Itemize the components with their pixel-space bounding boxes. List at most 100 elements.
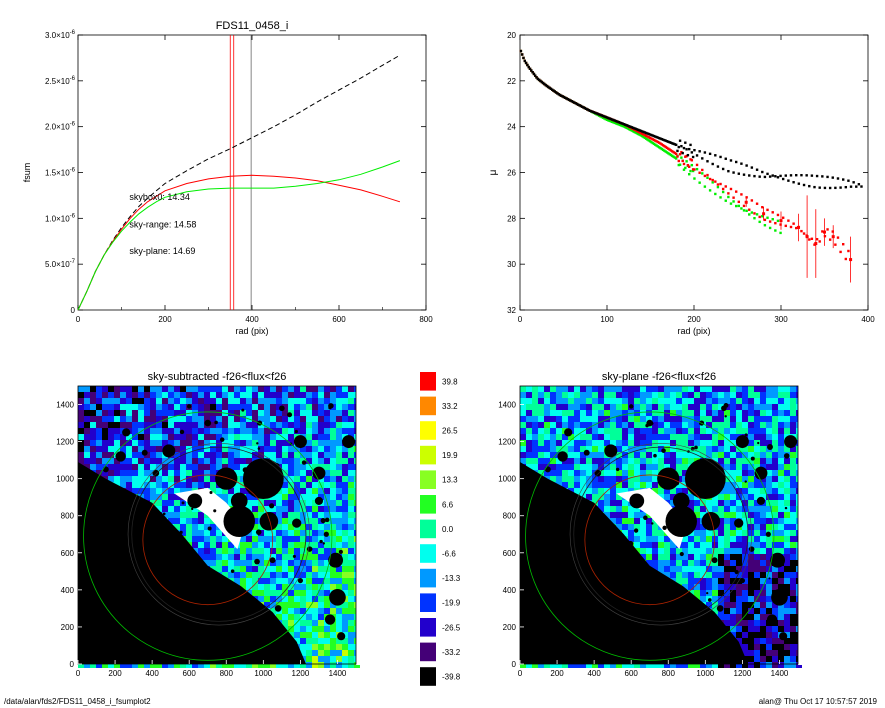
sky-plane-pixel: [730, 554, 736, 560]
sky-subtracted-pixel: [90, 422, 96, 428]
sky-subtracted-pixel: [336, 386, 342, 392]
mu-point: [682, 168, 686, 171]
sky-subtracted-pixel: [210, 542, 216, 548]
sky-subtracted-pixel: [270, 392, 276, 398]
sky-subtracted-pixel: [78, 428, 84, 434]
sky-subtracted-pixel: [84, 404, 90, 410]
sky-subtracted-pixel: [276, 578, 282, 584]
sky-plane-pixel: [664, 452, 670, 458]
sky-plane-pixel: [766, 488, 772, 494]
sky-subtracted-pixel: [186, 386, 192, 392]
sky-plane-pixel: [658, 452, 664, 458]
sky-subtracted-pixel: [306, 392, 312, 398]
sky-plane-pixel: [598, 428, 604, 434]
sky-plane-pixel: [586, 416, 592, 422]
sky-subtracted-pixel: [156, 398, 162, 404]
sky-subtracted-pixel: [186, 398, 192, 404]
sky-plane-pixel: [658, 554, 664, 560]
mu-point: [823, 230, 826, 234]
sky-subtracted-pixel: [306, 434, 312, 440]
sky-subtracted-pixel: [120, 422, 126, 428]
sky-subtracted-pixel: [180, 470, 186, 476]
sky-plane-pixel: [712, 386, 718, 392]
sky-plane-pixel: [586, 428, 592, 434]
sky-subtracted-small-mask: [320, 518, 326, 524]
sky-plane-pixel: [772, 470, 778, 476]
sky-plane-pixel: [784, 614, 790, 620]
sky-plane-pixel: [742, 476, 748, 482]
sky-subtracted-small-mask: [269, 503, 275, 509]
sky-plane-pixel: [754, 602, 760, 608]
sky-subtracted-pixel: [150, 500, 156, 506]
sky-subtracted-pixel: [348, 392, 354, 398]
mu-point: [629, 125, 632, 128]
sky-plane-pixel: [772, 566, 778, 572]
sky-subtracted-pixel: [312, 506, 318, 512]
sky-plane-pixel: [742, 410, 748, 416]
sky-subtracted-pixel: [312, 494, 318, 500]
mu-point: [792, 222, 795, 225]
sky-subtracted-pixel: [348, 422, 354, 428]
sky-subtracted-pixel: [132, 464, 138, 470]
sky-subtracted-pixel: [282, 494, 288, 500]
mu-point: [626, 124, 630, 127]
sky-plane-pixel: [724, 464, 730, 470]
mu-point: [688, 173, 691, 176]
sky-subtracted-pixel: [294, 446, 300, 452]
mu-point: [711, 181, 714, 184]
sky-plane-pixel: [682, 446, 688, 452]
sky-plane-pixel: [670, 542, 676, 548]
sky-subtracted-pixel: [270, 386, 276, 392]
sky-plane-pixel: [724, 482, 730, 488]
sky-subtracted-pixel: [330, 548, 336, 554]
sky-plane-pixel: [634, 422, 640, 428]
sky-plane-pixel: [790, 416, 796, 422]
sky-plane-pixel: [754, 512, 760, 518]
sky-plane-pixel: [616, 458, 622, 464]
sky-plane-pixel: [736, 500, 742, 506]
sky-subtracted-pixel: [228, 398, 234, 404]
sky-subtracted-pixel: [198, 422, 204, 428]
sky-subtracted-pixel: [168, 410, 174, 416]
sky-subtracted-pixel: [198, 524, 204, 530]
mu-point: [663, 149, 666, 152]
sky-plane-pixel: [544, 398, 550, 404]
sky-subtracted-pixel: [144, 386, 150, 392]
sky-plane-pixel: [772, 434, 778, 440]
mu-point: [665, 140, 669, 143]
sky-subtracted-pixel: [216, 536, 222, 542]
sky-subtracted-pixel: [312, 392, 318, 398]
sky-subtracted-pixel: [204, 446, 210, 452]
sky-plane-pixel: [652, 398, 658, 404]
sky-subtracted-pixel: [294, 602, 300, 608]
sky-plane-pixel: [688, 500, 694, 506]
mu-point: [665, 146, 669, 150]
sky-subtracted-pixel: [240, 410, 246, 416]
sky-subtracted-pixel: [312, 428, 318, 434]
sky-subtracted-pixel: [270, 398, 276, 404]
sky-subtracted-aperture-black: [131, 446, 307, 622]
mu-point: [689, 143, 692, 147]
sky-subtracted-pixel: [336, 428, 342, 434]
sky-subtracted-pixel: [222, 494, 228, 500]
sky-subtracted-pixel: [264, 554, 270, 560]
mu-point: [609, 117, 613, 121]
sky-plane-pixel: [646, 416, 652, 422]
sky-plane-pixel: [646, 548, 652, 554]
sky-plane-pixel: [676, 452, 682, 458]
sky-plane-pixel: [778, 620, 784, 626]
sky-subtracted-pixel: [270, 428, 276, 434]
sky-plane-pixel: [748, 398, 754, 404]
sky-subtracted-pixel: [306, 644, 312, 650]
sky-subtracted-pixel: [312, 410, 318, 416]
sky-subtracted-pixel: [228, 554, 234, 560]
sky-subtracted-pixel: [348, 644, 354, 650]
sky-plane-pixel: [574, 482, 580, 488]
sky-plane-pixel: [754, 608, 760, 614]
sky-plane-pixel: [766, 416, 772, 422]
mu-point: [844, 185, 848, 189]
mu-point: [680, 150, 683, 154]
sky-subtracted-pixel: [228, 434, 234, 440]
sky-subtracted-star-mask: [324, 614, 336, 625]
sky-subtracted-pixel: [168, 386, 174, 392]
